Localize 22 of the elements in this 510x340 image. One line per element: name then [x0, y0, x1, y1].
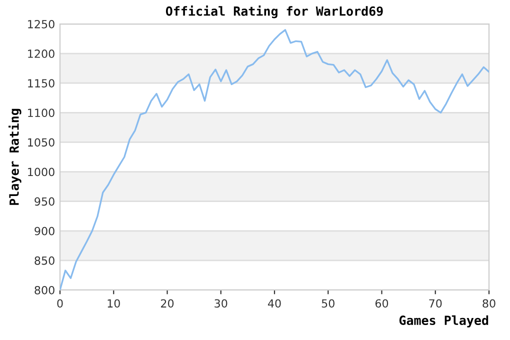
- x-tick-label: 70: [429, 299, 442, 308]
- y-tick-label: 800: [34, 286, 54, 294]
- y-tick-label: 1250: [28, 20, 54, 28]
- y-axis-title: Player Rating: [8, 108, 22, 205]
- y-tick-label: 1200: [28, 50, 54, 58]
- y-tick-label: 1000: [28, 168, 54, 176]
- x-axis-title: Games Played: [399, 315, 488, 328]
- x-tick-label: 50: [322, 299, 334, 308]
- y-tick-label: 950: [34, 197, 54, 206]
- x-tick-label: 80: [482, 299, 496, 308]
- x-tick-label: 30: [214, 299, 228, 308]
- y-tick-label: 900: [34, 226, 54, 236]
- x-tick-label: 20: [160, 299, 174, 308]
- y-tick-label: 1050: [28, 138, 54, 147]
- x-tick-label: 0: [57, 299, 63, 308]
- x-tick-label: 60: [375, 299, 388, 308]
- x-tick-label: 40: [268, 299, 281, 308]
- x-tick-label: 10: [108, 299, 120, 308]
- y-tick-label: 1150: [28, 79, 54, 88]
- y-tick-label: 850: [34, 256, 54, 265]
- chart-title: Official Rating for WarLord69: [166, 6, 383, 18]
- y-tick-label: 1100: [28, 108, 54, 118]
